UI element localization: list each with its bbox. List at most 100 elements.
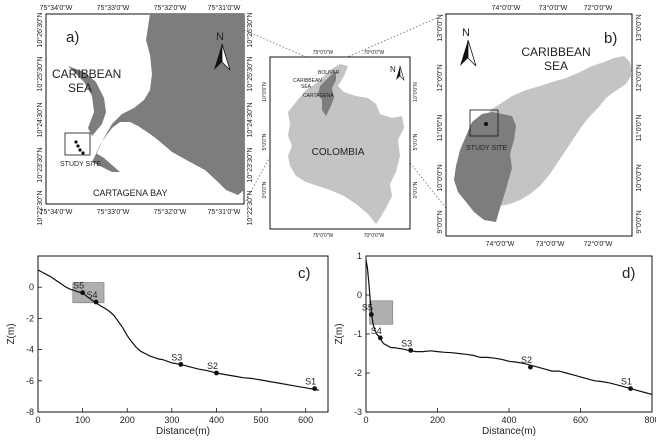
chart-panel-label: d) [622,265,635,282]
x-tick-label: 600 [298,415,313,425]
colombia-north-letter: N [390,65,396,74]
map-a-coord: 10°22'30"N [246,190,254,225]
map-a-station-dot [76,144,80,148]
map-a-coord: 10°26'30"N [246,12,254,47]
map-b-coord: 73°0'0"W [536,240,565,248]
colombia-coord: 0°0'0"N [413,181,419,198]
station-point [368,312,374,317]
map-b-coord: 73°0'0"W [539,4,568,12]
map-b-coord: 10°0'0"N [635,164,643,191]
map-b-coord: 74°0'0"W [492,4,521,12]
station-label: S2 [521,355,532,365]
station-label: S1 [305,377,316,387]
colombia-coord: 5°0'0"N [262,133,268,150]
map-b-coord: 13°0'0"N [635,14,643,41]
station-point [214,370,219,376]
map-a-coord: 10°23'30"N [36,147,44,182]
colombia-city-label: CARTAGENA [303,93,334,99]
colombia-coord: 10°0'0"N [262,82,268,102]
map-a-bay-label: CARTAGENA BAY [93,188,168,198]
highlight-box [369,300,394,325]
colombia-country-shape [288,64,404,224]
y-tick-label: 0 [29,282,34,292]
map-a-station-dot [81,151,85,155]
map-b-coord: 11°0'0"N [436,115,444,142]
y-tick-label: -2 [354,368,362,378]
map-b-coord: 9°0'0"N [635,210,643,233]
colombia-coord: 75°0'0"W [313,50,334,56]
y-tick-label: -4 [26,345,34,355]
map-b-coord: 12°0'0"N [436,64,444,91]
chart-frame [365,255,653,413]
map-a-coord: 75°34'0"W [40,208,73,216]
colombia-coord: 0°0'0"N [262,181,268,198]
map-panel-b: b) CARIBBEAN SEA STUDY SITE N 74°0'0"W 7… [436,4,643,248]
x-tick-label: 600 [573,415,588,425]
y-tick-label: -6 [26,376,34,386]
y-axis-label: Z(m) [334,323,345,344]
x-tick-label: 400 [501,415,516,425]
map-b-north-letter: N [462,27,470,39]
map-a-coords-top: 75°34'0"W 75°33'0"W 75°32'0"W 75°31'0"W [40,4,241,12]
y-axis-label: Z(m) [6,323,17,344]
map-a-spit [68,66,106,136]
x-axis-label: Distance(m) [156,426,210,437]
map-a-coord: 75°32'0"W [154,4,187,12]
y-tick-label: 1 [357,251,362,261]
map-a-coords-left: 10°26'30"N 10°25'30"N 10°24'30"N 10°23'3… [36,12,44,225]
station-point [628,386,633,391]
colombia-coord: 10°0'0"N [413,82,419,102]
map-b-land-light [488,56,632,206]
station-point [528,364,533,370]
profile-line [37,269,320,391]
map-a-land [92,14,244,195]
map-a-sea-label: CARIBBEAN [52,67,121,81]
map-a-coord: 75°34'0"W [40,4,73,12]
x-tick-label: 0 [35,415,40,425]
x-tick-label: 300 [164,415,179,425]
map-b-coord: 74°0'0"W [486,240,515,248]
map-a-north-arrow-icon: N [214,31,231,71]
colombia-coord: 70°0'0"W [364,233,385,239]
x-tick-label: 0 [363,415,368,425]
y-tick-label: -1 [354,329,362,339]
map-a-panel-label: a) [66,29,79,46]
station-point [408,347,414,353]
y-tick-label: -2 [26,313,34,323]
map-b-study-site-label: STUDY SITE [466,145,507,152]
station-label: S5 [362,303,373,313]
map-a-station-dot [78,148,82,152]
y-tick-label: 0 [357,290,362,300]
map-a-study-site-label: STUDY SITE [60,161,101,168]
colombia-bolivar-region [318,72,336,116]
chart-frame [37,255,329,413]
map-a-coord: 10°24'30"N [246,102,254,137]
station-label: S3 [401,338,412,348]
map-b-study-dot [484,122,488,126]
x-tick-label: 800 [644,415,656,425]
station-label: S3 [171,352,182,362]
map-a-coord: 75°31'0"W [208,4,241,12]
x-tick-label: 400 [209,415,224,425]
map-b-study-box [469,109,499,137]
map-a-coords-bottom: 75°34'0"W 75°33'0"W 75°32'0"W 75°31'0"W [40,208,241,216]
map-a-coord: 10°25'30"N [246,56,254,91]
colombia-coord: 75°0'0"W [313,233,334,239]
map-panel-a: a) CARIBBEAN SEA STUDY SITE CARTAGENA BA… [36,4,254,226]
map-a-coord: 75°33'0"W [97,208,130,216]
map-a-station-dot [74,140,78,144]
map-b-coord: 10°0'0"N [436,164,444,191]
station-point [93,299,99,305]
map-b-sea-label: SEA [544,59,568,73]
station-point [377,335,383,341]
station-label: S4 [371,326,382,336]
map-a-coord: 10°26'30"N [36,12,44,47]
map-a-coords-right: 10°26'30"N 10°25'30"N 10°24'30"N 10°23'3… [246,12,254,225]
colombia-sea-label: CARIBBEAN [293,78,322,84]
map-a-sea-label: SEA [68,81,92,95]
map-a-coord: 75°33'0"W [97,4,130,12]
map-b-north-arrow-icon: N [460,27,477,67]
map-a-coord: 10°25'30"N [36,56,44,91]
map-b-coord: 13°0'0"N [436,14,444,41]
